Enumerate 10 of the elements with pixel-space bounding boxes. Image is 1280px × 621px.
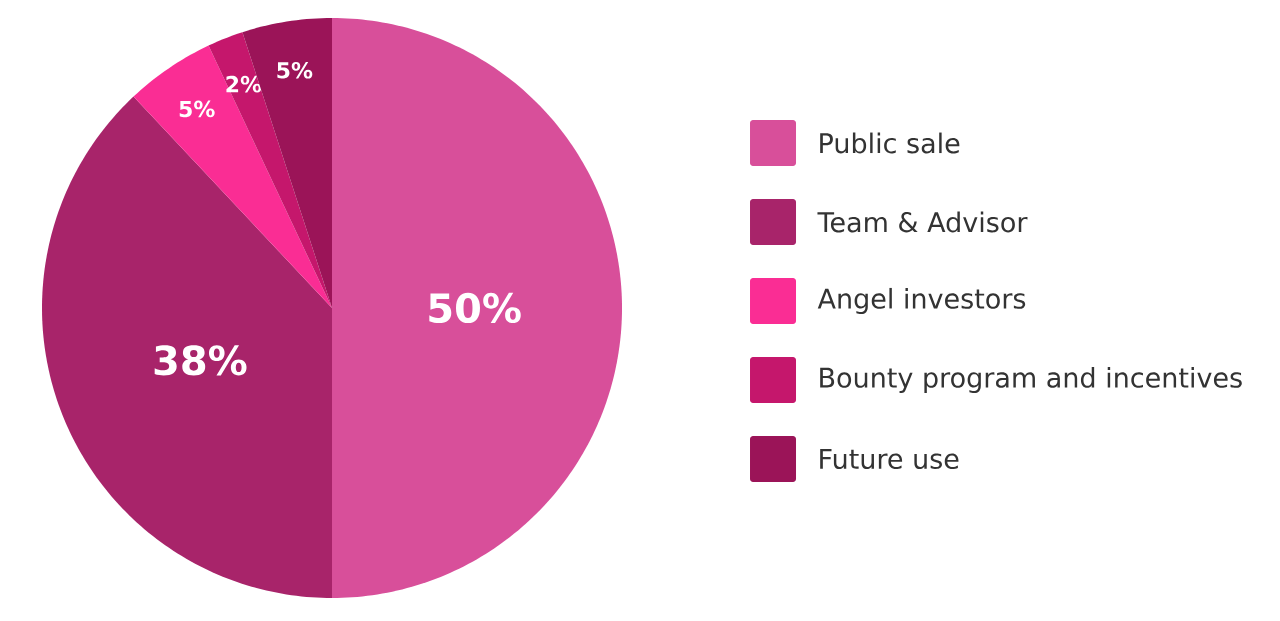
data-label: 5% bbox=[179, 100, 215, 118]
data-label: 38% bbox=[154, 345, 247, 376]
legend-label: Bounty program and incentives bbox=[820, 366, 1242, 394]
data-label: 2% bbox=[226, 75, 262, 93]
legend-label: Future use bbox=[820, 448, 959, 470]
legend-label: Public sale bbox=[820, 132, 960, 154]
data-label: 5% bbox=[277, 61, 313, 79]
data-label: 50% bbox=[429, 292, 521, 324]
legend-label: Team & Advisor bbox=[817, 211, 1028, 233]
legend-label: Angel investors bbox=[817, 287, 1026, 315]
